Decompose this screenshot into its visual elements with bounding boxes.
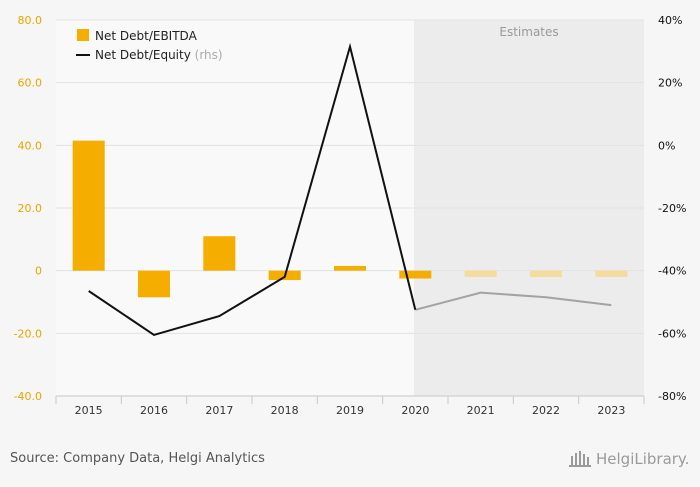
- y-right-tick-label: -40%: [658, 265, 686, 278]
- y-left-tick-label: 60.0: [18, 77, 43, 90]
- y-right-tick-label: -60%: [658, 327, 686, 340]
- legend-line-label: Net Debt/Equity (rhs): [95, 48, 223, 62]
- x-tick-label: 2022: [532, 404, 560, 417]
- source-note: Source: Company Data, Helgi Analytics: [10, 451, 265, 466]
- x-tick-label: 2019: [336, 404, 364, 417]
- bar-2020: [399, 270, 432, 279]
- x-tick-label: 2016: [140, 404, 168, 417]
- x-tick-label: 2020: [401, 404, 429, 417]
- bar-2017: [203, 236, 236, 271]
- y-right-tick-label: -20%: [658, 202, 686, 215]
- y-left-tick-label: 80.0: [18, 14, 43, 27]
- x-tick-label: 2018: [271, 404, 299, 417]
- bar-2023: [595, 270, 628, 277]
- estimates-label: Estimates: [499, 25, 558, 39]
- legend-bar-swatch: [77, 29, 89, 41]
- y-right-tick-label: 40%: [658, 14, 682, 27]
- brand-logo[interactable]: HelgiLibrary.: [568, 450, 689, 468]
- bar-2022: [530, 270, 562, 277]
- bar-2019: [334, 265, 366, 271]
- bar-2021: [464, 270, 497, 277]
- bar-2015: [72, 140, 105, 271]
- y-left-tick-label: -20.0: [14, 327, 42, 340]
- brand-name: HelgiLibrary.: [596, 450, 690, 468]
- library-building-icon: [569, 451, 591, 467]
- y-right-tick-label: 0%: [658, 139, 675, 152]
- x-tick-label: 2021: [467, 404, 495, 417]
- y-right-tick-label: 20%: [658, 77, 682, 90]
- y-left-tick-label: 0: [35, 265, 42, 278]
- x-tick-label: 2015: [75, 404, 103, 417]
- y-left-tick-label: 40.0: [18, 139, 43, 152]
- x-tick-label: 2017: [205, 404, 233, 417]
- y-left-tick-label: 20.0: [18, 202, 43, 215]
- x-tick-label: 2023: [597, 404, 625, 417]
- line-series-estimate: [415, 291, 612, 311]
- y-right-tick-label: -80%: [658, 390, 686, 403]
- legend-bar-label: Net Debt/EBITDA: [95, 29, 198, 43]
- bar-2016: [138, 270, 170, 298]
- y-left-tick-label: -40.0: [14, 390, 42, 403]
- legend-rhs-note: (rhs): [195, 48, 223, 62]
- line-series-historical: [88, 42, 417, 336]
